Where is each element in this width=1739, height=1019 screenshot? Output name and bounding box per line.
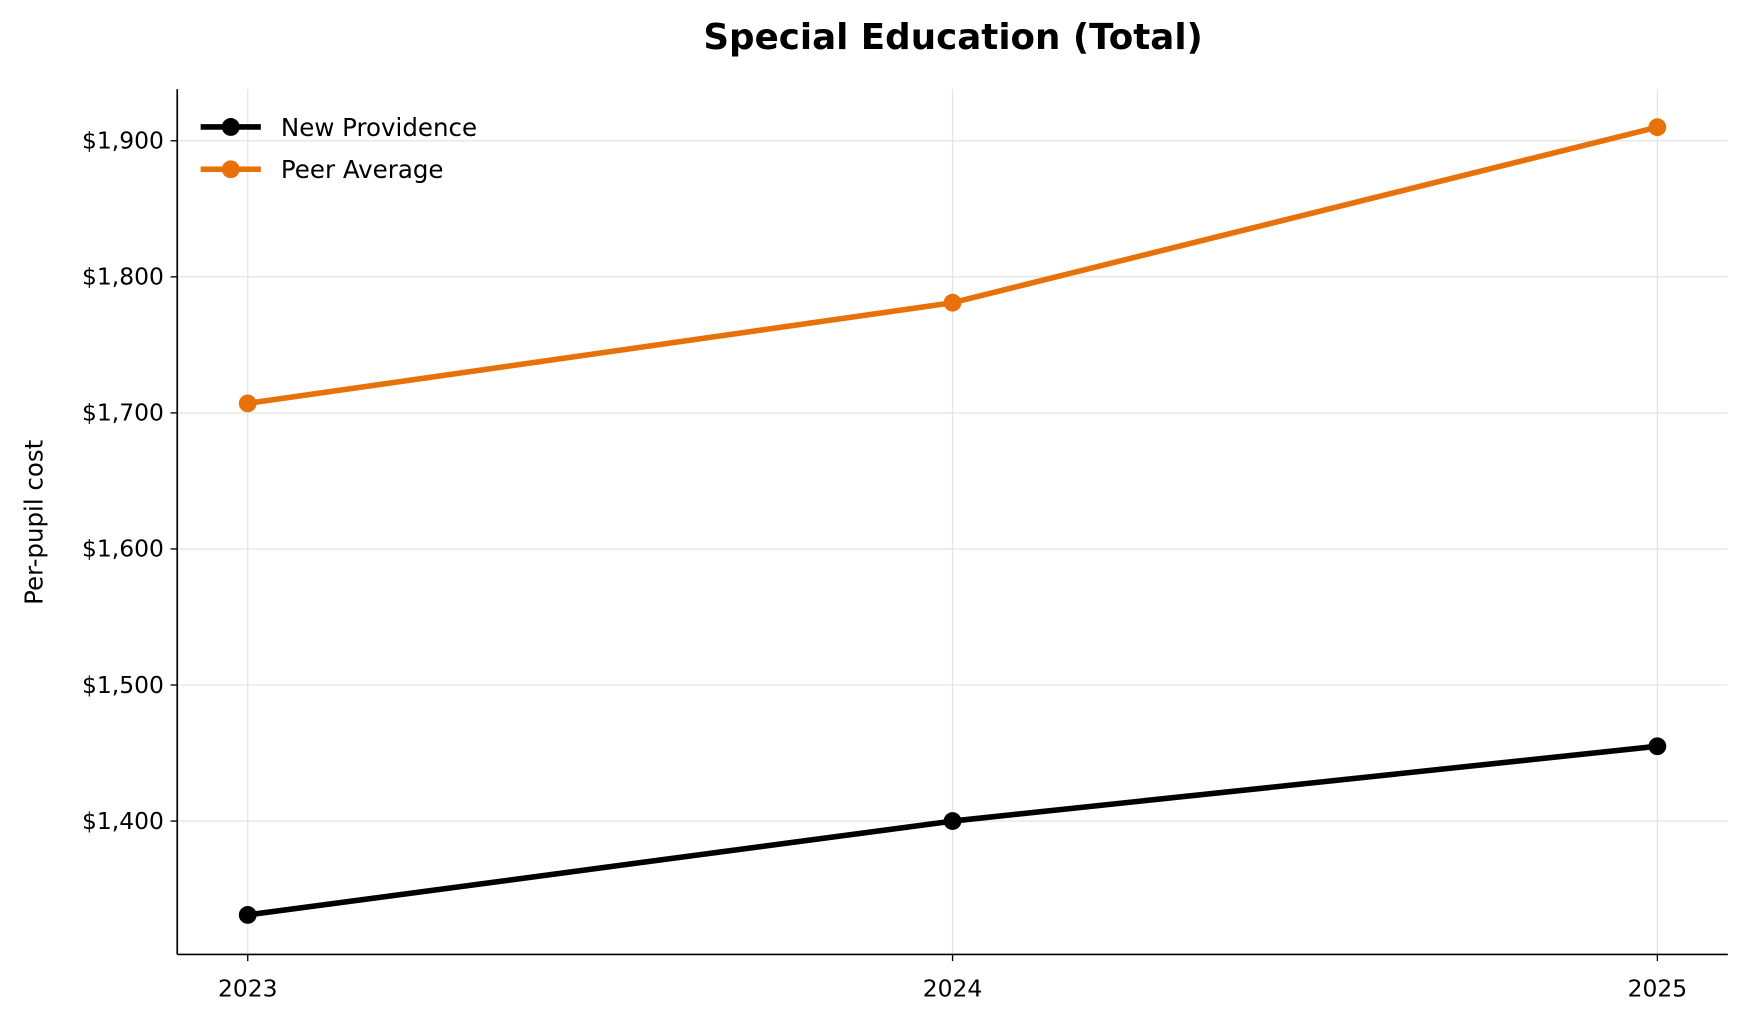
axes: $1,400 $1,500 $1,600 $1,700 $1,800 $1,900 2023… [82,89,1728,1003]
y-tick-label: $1,700 [82,399,164,427]
chart-title: Special Education (Total) [703,17,1202,58]
legend-label: Peer Average [281,155,444,184]
y-tick-label: $1,400 [82,807,164,835]
data-point [238,906,257,924]
y-tick-label: $1,800 [82,263,164,291]
series-group [238,118,1667,924]
legend-marker [221,118,240,136]
data-point [1648,118,1667,137]
legend: New Providence Peer Average [200,113,477,184]
y-axis-label: Per-pupil cost [19,439,48,604]
x-tick-label: 2025 [1628,975,1688,1003]
grid [177,89,1728,955]
data-point [943,293,962,312]
y-tick-label: $1,500 [82,671,164,699]
legend-label: New Providence [281,113,477,142]
x-tick-label: 2024 [923,975,983,1003]
y-tick-label: $1,900 [82,127,164,155]
data-point [238,394,257,413]
x-tick-label: 2023 [218,975,278,1003]
legend-marker [221,160,240,179]
data-point [943,812,962,830]
y-tick-label: $1,600 [82,535,164,563]
data-point [1648,737,1667,756]
